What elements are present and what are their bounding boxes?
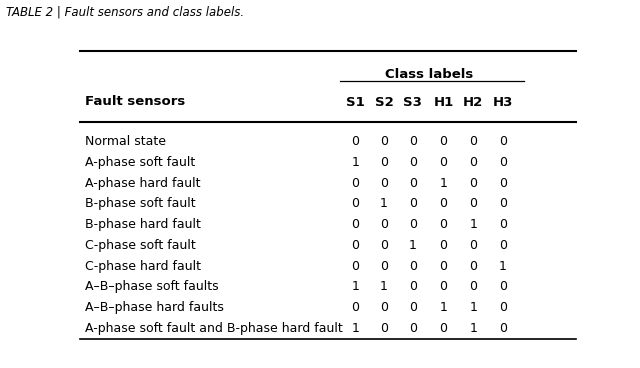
Text: 0: 0 bbox=[351, 198, 359, 210]
Text: 0: 0 bbox=[499, 218, 507, 231]
Text: 0: 0 bbox=[409, 280, 417, 293]
Text: 0: 0 bbox=[409, 198, 417, 210]
Text: A-phase soft fault: A-phase soft fault bbox=[85, 156, 195, 169]
Text: H3: H3 bbox=[493, 96, 513, 109]
Text: 0: 0 bbox=[409, 218, 417, 231]
Text: 0: 0 bbox=[409, 135, 417, 148]
Text: 1: 1 bbox=[351, 156, 359, 169]
Text: 1: 1 bbox=[380, 198, 388, 210]
Text: B-phase hard fault: B-phase hard fault bbox=[85, 218, 201, 231]
Text: H2: H2 bbox=[463, 96, 483, 109]
Text: 0: 0 bbox=[380, 259, 388, 273]
Text: 0: 0 bbox=[440, 259, 447, 273]
Text: 0: 0 bbox=[469, 177, 477, 190]
Text: S2: S2 bbox=[374, 96, 394, 109]
Text: 0: 0 bbox=[380, 239, 388, 252]
Text: 1: 1 bbox=[469, 322, 477, 335]
Text: 1: 1 bbox=[469, 218, 477, 231]
Text: A–B–phase soft faults: A–B–phase soft faults bbox=[85, 280, 219, 293]
Text: 0: 0 bbox=[469, 156, 477, 169]
Text: 0: 0 bbox=[440, 280, 447, 293]
Text: C-phase hard fault: C-phase hard fault bbox=[85, 259, 201, 273]
Text: 0: 0 bbox=[409, 259, 417, 273]
Text: 0: 0 bbox=[409, 322, 417, 335]
Text: 0: 0 bbox=[499, 135, 507, 148]
Text: 0: 0 bbox=[499, 198, 507, 210]
Text: Normal state: Normal state bbox=[85, 135, 166, 148]
Text: 1: 1 bbox=[380, 280, 388, 293]
Text: 0: 0 bbox=[499, 177, 507, 190]
Text: 0: 0 bbox=[440, 239, 447, 252]
Text: 1: 1 bbox=[499, 259, 507, 273]
Text: 0: 0 bbox=[409, 301, 417, 314]
Text: 0: 0 bbox=[409, 177, 417, 190]
Text: TABLE 2 | Fault sensors and class labels.: TABLE 2 | Fault sensors and class labels… bbox=[6, 6, 244, 18]
Text: 1: 1 bbox=[440, 177, 447, 190]
Text: 0: 0 bbox=[440, 218, 447, 231]
Text: 0: 0 bbox=[499, 156, 507, 169]
Text: 0: 0 bbox=[469, 135, 477, 148]
Text: S1: S1 bbox=[346, 96, 365, 109]
Text: 0: 0 bbox=[469, 239, 477, 252]
Text: 1: 1 bbox=[469, 301, 477, 314]
Text: Fault sensors: Fault sensors bbox=[85, 95, 185, 108]
Text: 0: 0 bbox=[380, 177, 388, 190]
Text: 0: 0 bbox=[409, 156, 417, 169]
Text: 0: 0 bbox=[351, 177, 359, 190]
Text: Class labels: Class labels bbox=[385, 68, 474, 81]
Text: S3: S3 bbox=[403, 96, 422, 109]
Text: 0: 0 bbox=[380, 301, 388, 314]
Text: 0: 0 bbox=[440, 135, 447, 148]
Text: 0: 0 bbox=[499, 280, 507, 293]
Text: 0: 0 bbox=[440, 198, 447, 210]
Text: 0: 0 bbox=[351, 218, 359, 231]
Text: 0: 0 bbox=[351, 239, 359, 252]
Text: 1: 1 bbox=[409, 239, 417, 252]
Text: 0: 0 bbox=[499, 322, 507, 335]
Text: H1: H1 bbox=[433, 96, 454, 109]
Text: A-phase hard fault: A-phase hard fault bbox=[85, 177, 200, 190]
Text: 0: 0 bbox=[380, 218, 388, 231]
Text: 0: 0 bbox=[351, 301, 359, 314]
Text: B-phase soft fault: B-phase soft fault bbox=[85, 198, 196, 210]
Text: 0: 0 bbox=[469, 198, 477, 210]
Text: 0: 0 bbox=[499, 301, 507, 314]
Text: 0: 0 bbox=[469, 280, 477, 293]
Text: 1: 1 bbox=[440, 301, 447, 314]
Text: 0: 0 bbox=[380, 322, 388, 335]
Text: C-phase soft fault: C-phase soft fault bbox=[85, 239, 196, 252]
Text: 0: 0 bbox=[380, 135, 388, 148]
Text: 0: 0 bbox=[499, 239, 507, 252]
Text: 0: 0 bbox=[469, 259, 477, 273]
Text: 0: 0 bbox=[351, 135, 359, 148]
Text: 0: 0 bbox=[440, 156, 447, 169]
Text: 1: 1 bbox=[351, 322, 359, 335]
Text: 0: 0 bbox=[440, 322, 447, 335]
Text: 1: 1 bbox=[351, 280, 359, 293]
Text: 0: 0 bbox=[351, 259, 359, 273]
Text: A–B–phase hard faults: A–B–phase hard faults bbox=[85, 301, 224, 314]
Text: A-phase soft fault and B-phase hard fault: A-phase soft fault and B-phase hard faul… bbox=[85, 322, 342, 335]
Text: 0: 0 bbox=[380, 156, 388, 169]
